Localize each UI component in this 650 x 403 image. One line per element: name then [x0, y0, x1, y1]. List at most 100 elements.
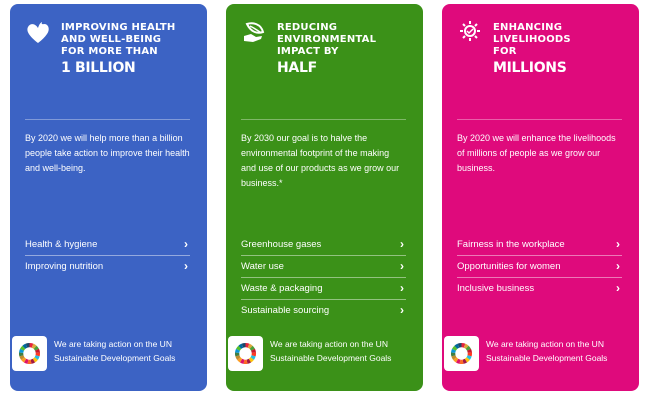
sdg-wheel-segment — [249, 345, 255, 351]
sdg-wheel-segment — [452, 345, 458, 351]
sdg-wheel-segment — [251, 352, 257, 357]
sdg-wheel-segment — [451, 355, 457, 360]
card-header: REDUCING ENVIRONMENTAL IMPACT BY HALF — [241, 16, 415, 96]
sdg-wheel-segment — [463, 343, 469, 349]
title-emphasis: MILLIONS — [493, 60, 567, 76]
sdg-wheel-segment — [238, 343, 244, 349]
card-header: ENHANCING LIVELIHOODS FOR MILLIONS — [457, 16, 631, 96]
title-emphasis: 1 BILLION — [61, 60, 136, 76]
sdg-wheel-segment — [241, 342, 246, 348]
sdg-wheel-segment — [454, 343, 460, 349]
sdg-wheel-segment — [247, 343, 253, 349]
chevron-right-icon: › — [184, 259, 188, 273]
card-title: IMPROVING HEALTH AND WELL-BEING FOR MORE… — [61, 22, 199, 77]
card-description: By 2030 our goal is to halve the environ… — [241, 133, 400, 188]
card-header: IMPROVING HEALTH AND WELL-BEING FOR MORE… — [25, 16, 199, 96]
sdg-banner[interactable]: We are taking action on the UN Sustainab… — [12, 334, 207, 372]
sdg-wheel-segment — [457, 342, 462, 348]
sdg-wheel-segment — [29, 342, 34, 348]
chevron-right-icon: › — [400, 281, 404, 295]
chevron-right-icon: › — [184, 237, 188, 251]
sdg-wheel-segment — [250, 355, 256, 360]
card-title: ENHANCING LIVELIHOODS FOR MILLIONS — [493, 22, 631, 77]
link-health-hygiene[interactable]: Health & hygiene › — [25, 234, 190, 256]
sdg-wheel-segment — [455, 358, 461, 364]
link-greenhouse-gases[interactable]: Greenhouse gases › — [241, 234, 406, 256]
sdg-wheel-segment — [19, 348, 24, 353]
sdg-wheel-segment — [467, 348, 472, 353]
sdg-wheel-segment — [35, 352, 41, 357]
sdg-wheel-segment — [462, 358, 468, 364]
sdg-wheel-segment — [451, 348, 456, 353]
card-environment: REDUCING ENVIRONMENTAL IMPACT BY HALF By… — [226, 4, 423, 391]
chevron-right-icon: › — [616, 281, 620, 295]
sdg-wheel-segment — [235, 348, 240, 353]
card-title: REDUCING ENVIRONMENTAL IMPACT BY HALF — [277, 22, 415, 77]
title-emphasis: HALF — [277, 60, 317, 76]
sdg-wheel-segment — [30, 358, 36, 364]
sdg-wheel-segment — [234, 352, 240, 357]
link-inclusive-business[interactable]: Inclusive business › — [457, 278, 622, 299]
sdg-wheel-segment — [239, 358, 245, 364]
link-water-use[interactable]: Water use › — [241, 256, 406, 278]
sdg-wheel-segment — [27, 359, 32, 365]
sdg-wheel-segment — [450, 352, 456, 357]
divider — [241, 119, 406, 120]
sdg-wheel-segment — [235, 355, 241, 360]
sdg-banner[interactable]: We are taking action on the UN Sustainab… — [228, 334, 423, 372]
sdg-wheel-segment — [34, 355, 40, 360]
card-description: By 2020 we will help more than a billion… — [25, 133, 190, 173]
sdg-wheel-segment — [19, 355, 25, 360]
sdg-wheel-segment — [251, 348, 256, 353]
link-list: Health & hygiene › Improving nutrition › — [25, 234, 190, 277]
sdg-wheel-segment — [243, 359, 248, 365]
card-livelihoods: ENHANCING LIVELIHOODS FOR MILLIONS By 20… — [442, 4, 639, 391]
link-sustainable-sourcing[interactable]: Sustainable sourcing › — [241, 300, 406, 321]
chevron-right-icon: › — [400, 303, 404, 317]
sdg-wheel-segment — [467, 352, 473, 357]
sdg-wheel-segment — [33, 345, 39, 351]
sdg-wheel-segment — [459, 359, 464, 365]
chevron-right-icon: › — [616, 237, 620, 251]
sdg-wheel-segment — [248, 357, 254, 363]
sdg-wheel-segment — [464, 357, 470, 363]
link-waste-packaging[interactable]: Waste & packaging › — [241, 278, 406, 300]
sdg-wheel-segment — [237, 357, 243, 363]
sun-hand-icon — [457, 20, 483, 46]
leaf-hand-icon — [241, 20, 267, 46]
link-fairness-workplace[interactable]: Fairness in the workplace › — [457, 234, 622, 256]
sdg-text: We are taking action on the UN Sustainab… — [486, 339, 608, 363]
sdg-wheel-segment — [20, 345, 26, 351]
chevron-right-icon: › — [400, 237, 404, 251]
card-description: By 2020 we will enhance the livelihoods … — [457, 133, 616, 173]
chevron-right-icon: › — [400, 259, 404, 273]
sdg-wheel-segment — [246, 358, 252, 364]
heart-icon — [25, 20, 51, 46]
sdg-wheel-segment — [465, 345, 471, 351]
sdg-wheel-segment — [21, 357, 27, 363]
sdg-wheel-segment — [453, 357, 459, 363]
sdg-wheel-icon — [12, 336, 47, 371]
divider — [457, 119, 622, 120]
divider — [25, 119, 190, 120]
sdg-wheel-icon — [444, 336, 479, 371]
sdg-wheel-segment — [35, 348, 40, 353]
link-list: Greenhouse gases › Water use › Waste & pac… — [241, 234, 406, 321]
sdg-wheel-segment — [22, 343, 28, 349]
card-health: IMPROVING HEALTH AND WELL-BEING FOR MORE… — [10, 4, 207, 391]
sdg-wheel-segment — [466, 355, 472, 360]
sdg-banner[interactable]: We are taking action on the UN Sustainab… — [444, 334, 639, 372]
sdg-wheel-segment — [18, 352, 24, 357]
sdg-wheel-icon — [228, 336, 263, 371]
chevron-right-icon: › — [616, 259, 620, 273]
link-list: Fairness in the workplace › Opportunities… — [457, 234, 622, 299]
sdg-wheel-segment — [32, 357, 38, 363]
link-improving-nutrition[interactable]: Improving nutrition › — [25, 256, 190, 277]
sdg-text: We are taking action on the UN Sustainab… — [270, 339, 392, 363]
sdg-text: We are taking action on the UN Sustainab… — [54, 339, 176, 363]
sdg-wheel-segment — [245, 342, 250, 348]
sdg-wheel-segment — [31, 343, 37, 349]
link-opportunities-women[interactable]: Opportunities for women › — [457, 256, 622, 278]
sdg-wheel-segment — [461, 342, 466, 348]
sdg-wheel-segment — [23, 358, 29, 364]
